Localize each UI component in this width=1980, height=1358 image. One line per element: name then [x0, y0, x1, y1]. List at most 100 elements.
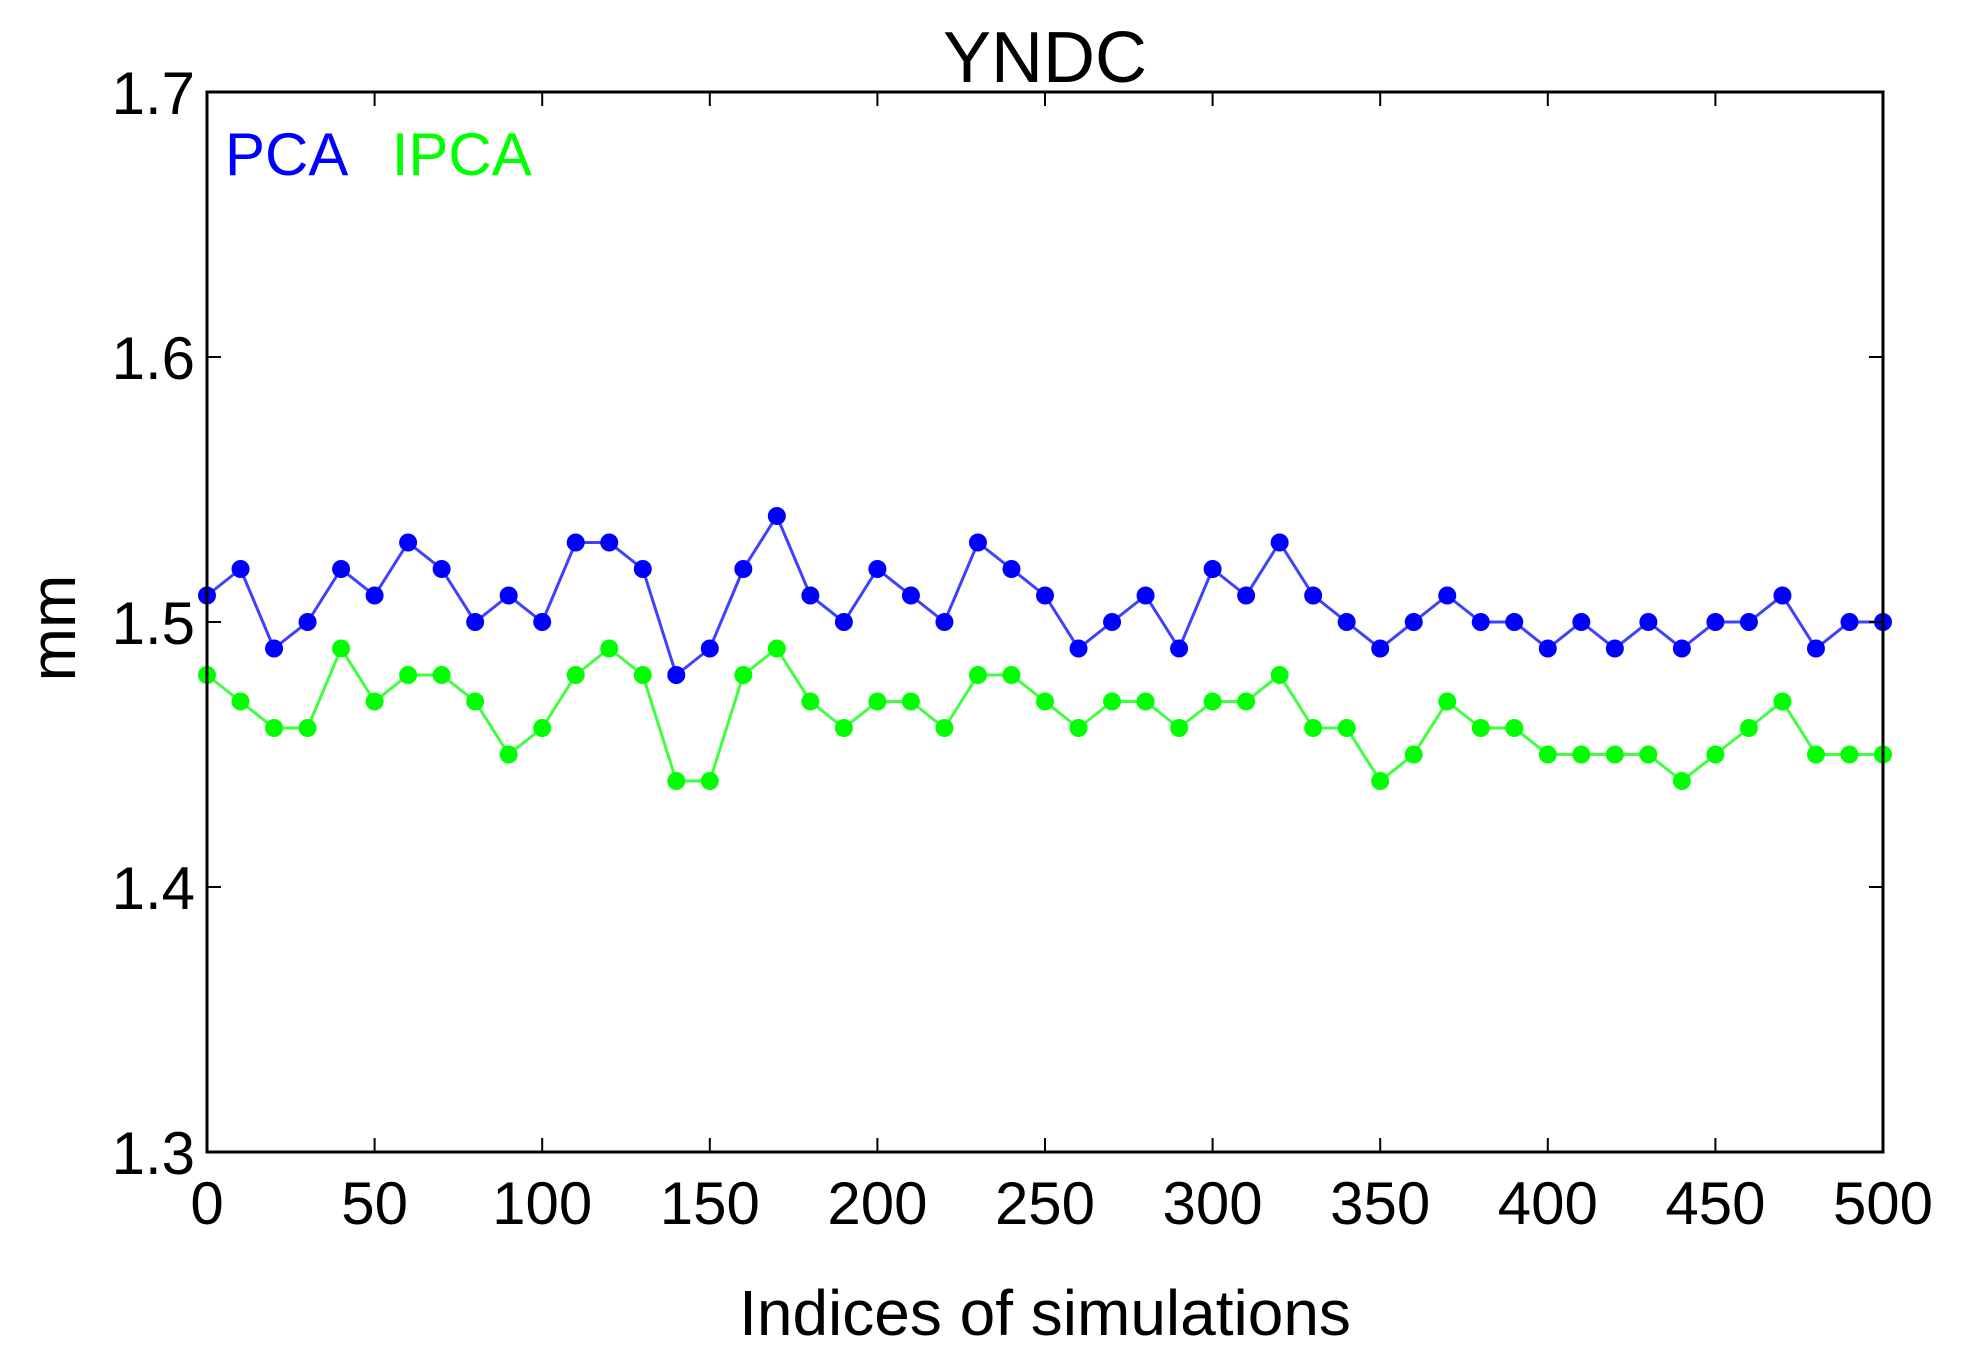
- x-tick-label: 0: [190, 1170, 223, 1237]
- data-point-ipca: [466, 692, 485, 711]
- data-point-ipca: [1304, 719, 1323, 737]
- legend-entry-pca: PCA: [225, 121, 348, 188]
- data-point-pca: [1605, 639, 1624, 658]
- data-point-ipca: [767, 639, 786, 658]
- data-point-pca: [801, 586, 820, 605]
- data-point-ipca: [1404, 745, 1423, 764]
- data-point-pca: [1069, 639, 1088, 658]
- data-point-ipca: [667, 772, 686, 790]
- data-point-ipca: [1538, 745, 1557, 764]
- data-point-ipca: [566, 666, 585, 684]
- data-point-pca: [1706, 613, 1725, 631]
- data-point-ipca: [365, 692, 384, 711]
- y-tick-label: 1.4: [112, 855, 195, 922]
- data-point-ipca: [1572, 745, 1591, 764]
- data-point-ipca: [1203, 692, 1222, 711]
- x-tick-label: 250: [995, 1170, 1095, 1237]
- data-point-pca: [1371, 639, 1390, 658]
- data-point-pca: [1773, 586, 1792, 605]
- data-point-ipca: [734, 666, 753, 684]
- data-point-pca: [667, 666, 686, 684]
- data-point-ipca: [901, 692, 920, 711]
- x-tick-label: 400: [1498, 1170, 1598, 1237]
- data-point-ipca: [968, 666, 987, 684]
- tick-layer: 0 50 100 150 200 250 300 350 400 450 500 1.3 1.4 1.5 1…: [112, 60, 1933, 1237]
- chart-title: YNDC: [943, 18, 1147, 98]
- legend-entry-ipca: IPCA: [392, 121, 532, 188]
- data-point-pca: [1136, 586, 1155, 605]
- y-axis-label: mm: [17, 575, 89, 682]
- x-tick-label: 500: [1833, 1170, 1933, 1237]
- x-tick-label: 50: [341, 1170, 408, 1237]
- data-point-ipca: [1371, 772, 1390, 790]
- data-point-pca: [265, 639, 284, 658]
- data-point-pca: [1002, 560, 1021, 578]
- data-point-ipca: [1002, 666, 1021, 684]
- data-point-pca: [834, 613, 853, 631]
- data-point-pca: [533, 613, 552, 631]
- data-point-pca: [566, 533, 585, 552]
- data-point-ipca: [298, 719, 317, 737]
- data-point-pca: [1237, 586, 1256, 605]
- data-point-pca: [1270, 533, 1289, 552]
- data-point-ipca: [1806, 745, 1825, 764]
- data-point-ipca: [868, 692, 887, 711]
- series-pca: [198, 507, 1892, 684]
- data-point-pca: [432, 560, 451, 578]
- data-point-ipca: [399, 666, 418, 684]
- series-ipca: [198, 639, 1892, 790]
- data-point-ipca: [1471, 719, 1490, 737]
- data-point-ipca: [1438, 692, 1457, 711]
- data-point-ipca: [499, 745, 518, 764]
- data-point-pca: [1672, 639, 1691, 658]
- data-point-ipca: [1505, 719, 1524, 737]
- data-point-pca: [1337, 613, 1356, 631]
- data-point-ipca: [700, 772, 719, 790]
- data-point-ipca: [1270, 666, 1289, 684]
- x-tick-label: 450: [1665, 1170, 1765, 1237]
- data-point-pca: [1036, 586, 1054, 605]
- data-point-ipca: [1103, 692, 1122, 711]
- data-point-pca: [1639, 613, 1658, 631]
- data-point-pca: [332, 560, 351, 578]
- data-point-ipca: [1639, 745, 1658, 764]
- data-point-pca: [1404, 613, 1423, 631]
- x-tick-label: 150: [660, 1170, 760, 1237]
- data-point-pca: [968, 533, 987, 552]
- data-point-pca: [1304, 586, 1323, 605]
- data-point-pca: [734, 560, 753, 578]
- data-point-pca: [700, 639, 719, 658]
- data-point-pca: [868, 560, 887, 578]
- data-point-ipca: [1170, 719, 1189, 737]
- data-point-ipca: [801, 692, 820, 711]
- data-point-pca: [466, 613, 485, 631]
- data-point-ipca: [935, 719, 954, 737]
- data-point-ipca: [1036, 692, 1054, 711]
- data-point-pca: [935, 613, 954, 631]
- y-tick-label: 1.6: [112, 325, 195, 392]
- data-point-pca: [1505, 613, 1524, 631]
- y-tick-label: 1.3: [112, 1120, 195, 1187]
- data-point-ipca: [1337, 719, 1356, 737]
- data-point-ipca: [1739, 719, 1758, 737]
- data-point-pca: [298, 613, 317, 631]
- data-point-pca: [1840, 613, 1859, 631]
- x-tick-label: 100: [492, 1170, 592, 1237]
- data-point-ipca: [834, 719, 853, 737]
- plot-frame: [205, 90, 1885, 1154]
- data-point-pca: [1806, 639, 1825, 658]
- data-point-pca: [1203, 560, 1222, 578]
- data-point-pca: [1572, 613, 1591, 631]
- data-point-ipca: [1605, 745, 1624, 764]
- data-point-pca: [600, 533, 619, 552]
- series-layer: [198, 507, 1892, 790]
- data-point-ipca: [1237, 692, 1256, 711]
- data-point-ipca: [633, 666, 652, 684]
- data-point-pca: [499, 586, 518, 605]
- y-tick-label: 1.5: [112, 590, 195, 657]
- data-point-pca: [231, 560, 250, 578]
- data-point-ipca: [1672, 772, 1691, 790]
- data-point-ipca: [1706, 745, 1725, 764]
- x-tick-label: 200: [827, 1170, 927, 1237]
